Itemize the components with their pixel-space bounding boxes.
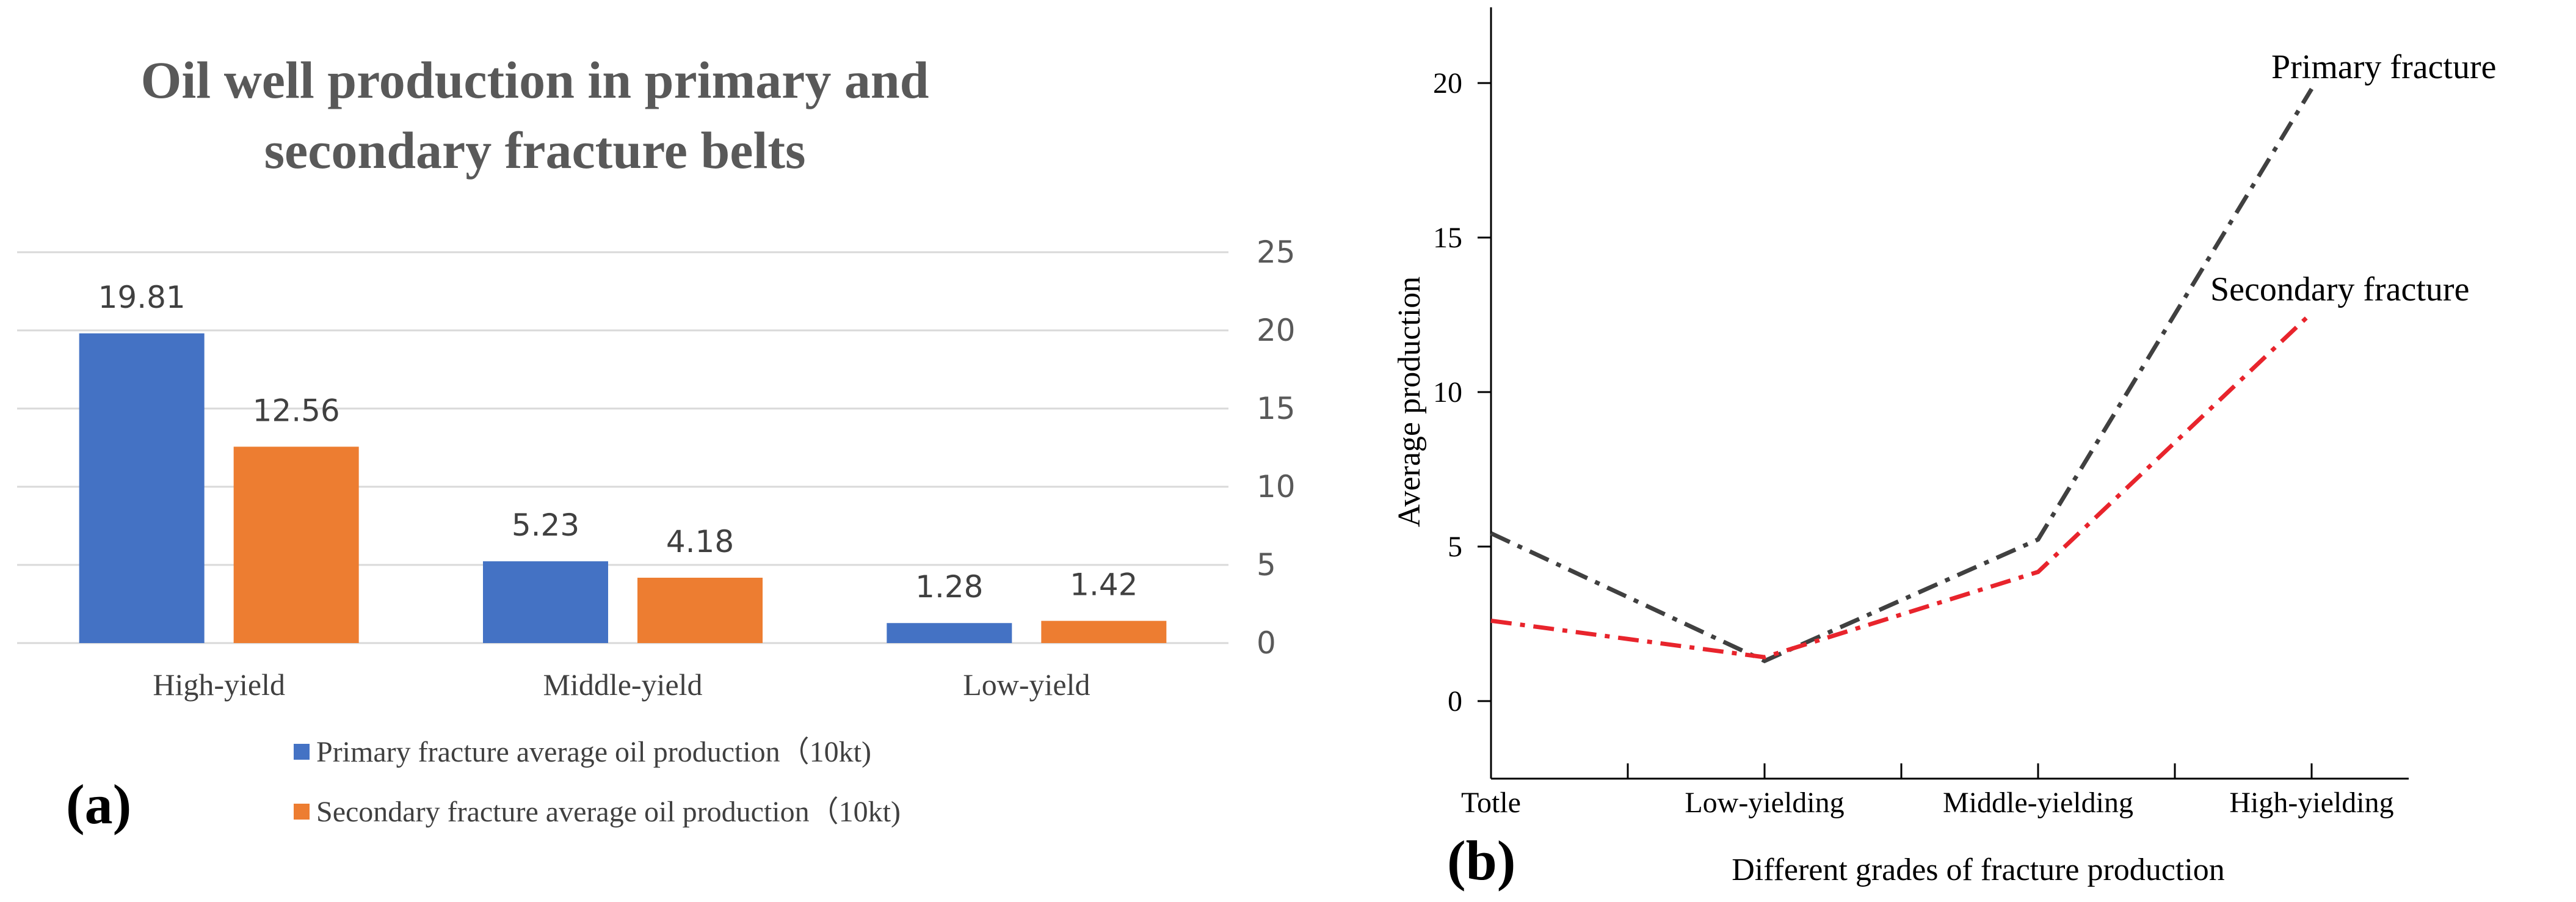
line-x-axis: Totle Low-yielding Middle-yielding High-yie…	[1461, 763, 2394, 819]
bar-legend: Primary fracture average oil production（…	[294, 736, 901, 828]
bar-y-tick-label: 15	[1257, 391, 1296, 426]
legend-label-secondary: Secondary fracture average oil productio…	[316, 796, 901, 828]
bar-data-label: 1.28	[915, 569, 983, 605]
bar-y-tick-label: 25	[1257, 235, 1296, 270]
bar-y-tick-label: 0	[1257, 625, 1276, 661]
bar-data-labels: 19.81 12.56 5.23 4.18 1.28 1.42	[98, 280, 1138, 605]
bar-chart-panel: Oil well production in primary and secon…	[17, 51, 1296, 835]
bar-secondary-2	[1041, 620, 1167, 643]
line-y-tick-label: 10	[1433, 376, 1462, 409]
line-y-axis: 0 5 10 15 20	[1433, 67, 1491, 718]
bar-primary-2	[887, 623, 1012, 643]
bar-gridlines	[17, 251, 1228, 644]
line-y-tick-label: 15	[1433, 222, 1462, 254]
line-y-axis-label: Average production	[1392, 277, 1427, 528]
panel-label-a: (a)	[66, 773, 131, 835]
line-series	[1490, 87, 2313, 664]
bar-secondary-1	[637, 577, 763, 643]
bar-y-tick-label: 20	[1257, 313, 1296, 348]
line-series-primary	[1490, 87, 2313, 664]
bar-chart-title-line-1: Oil well production in primary and	[141, 51, 929, 109]
line-y-tick-label: 0	[1448, 685, 1462, 718]
line-x-tick-label: Totle	[1461, 787, 1521, 819]
panel-label-b: (b)	[1447, 829, 1515, 892]
line-x-tick-label: Middle-yielding	[1943, 787, 2133, 819]
legend-swatch-primary	[294, 744, 310, 760]
line-series-secondary	[1490, 311, 2313, 660]
bar-primary-0	[79, 333, 205, 643]
bar-data-label: 1.42	[1070, 567, 1137, 603]
bar-data-label: 12.56	[253, 393, 340, 428]
bar-data-label: 5.23	[512, 507, 579, 543]
bar-y-tick-label: 10	[1257, 469, 1296, 504]
bar-category-label: Middle-yield	[543, 667, 702, 702]
bar-series	[79, 333, 1167, 643]
line-y-tick-label: 20	[1433, 67, 1462, 100]
bar-data-label: 19.81	[98, 280, 186, 315]
bar-y-tick-label: 5	[1257, 547, 1276, 583]
bar-primary-1	[483, 561, 608, 643]
line-label-secondary: Secondary fracture	[2210, 271, 2469, 308]
bar-category-label: High-yield	[153, 667, 285, 702]
bar-category-label: Low-yield	[963, 667, 1090, 702]
line-chart-panel: 0 5 10 15 20 Totle Low-yielding Middle-yieldin…	[1392, 7, 2496, 892]
bar-y-axis: 0 5 10 15 20 25	[1257, 235, 1296, 661]
line-label-primary: Primary fracture	[2271, 48, 2496, 86]
bar-data-label: 4.18	[666, 524, 734, 559]
line-y-tick-label: 5	[1448, 531, 1462, 563]
legend-swatch-secondary	[294, 804, 310, 820]
bar-chart-title-line-2: secondary fracture belts	[264, 121, 806, 180]
line-x-tick-label: High-yielding	[2229, 787, 2393, 819]
bar-x-axis: High-yield Middle-yield Low-yield	[153, 667, 1090, 702]
legend-label-primary: Primary fracture average oil production（…	[316, 736, 871, 768]
line-x-tick-label: Low-yielding	[1685, 787, 1844, 819]
line-x-axis-label: Different grades of fracture production	[1732, 853, 2225, 887]
bar-secondary-0	[233, 446, 359, 643]
